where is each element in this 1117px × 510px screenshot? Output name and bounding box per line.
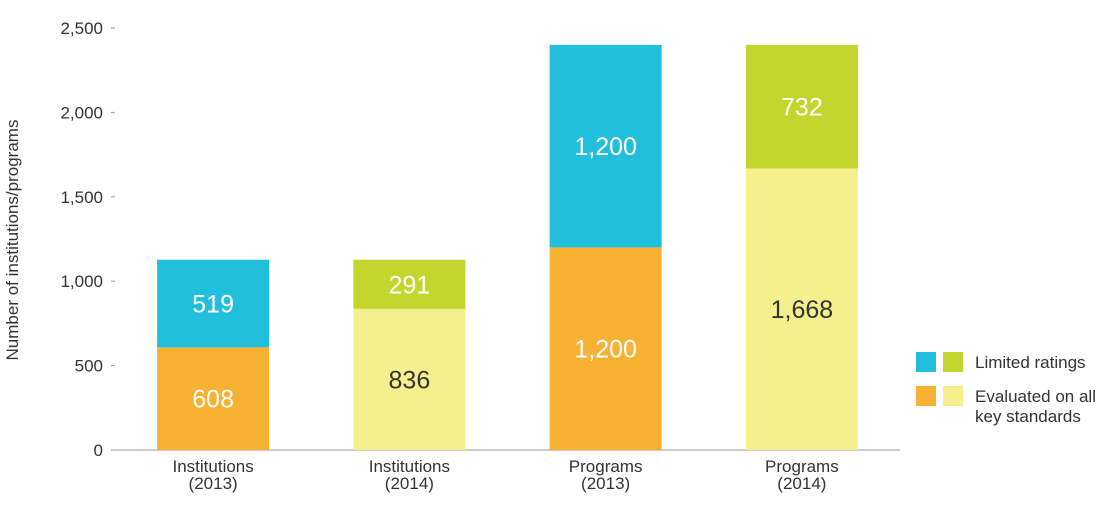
legend-swatch [916, 352, 936, 372]
bar-segment [353, 308, 466, 450]
bar-segment [745, 168, 858, 451]
value-label: 291 [389, 271, 431, 299]
x-tick-label: Institutions (2013) [172, 457, 253, 493]
bar-segment [157, 347, 270, 450]
y-axis-label: Number of institutions/programs [3, 120, 22, 361]
legend-swatch [916, 386, 936, 406]
x-tick-label: Programs (2014) [765, 457, 839, 493]
y-tick-label: 1,000 [60, 272, 103, 291]
y-tick-label: 500 [75, 357, 103, 376]
y-tick-label: 2,000 [60, 103, 103, 122]
value-label: 1,200 [574, 133, 637, 161]
x-tick-label: Programs (2013) [569, 457, 643, 493]
legend-label: Evaluated on all key standards [975, 387, 1096, 426]
y-tick-label: 1,500 [60, 188, 103, 207]
legend-swatch [943, 386, 963, 406]
bar-segment [353, 259, 466, 309]
bar-segment [157, 259, 270, 348]
y-tick-label: 2,500 [60, 19, 103, 38]
y-tick-label: 0 [94, 441, 103, 460]
bar-segment [549, 44, 662, 248]
legend-label: Limited ratings [975, 353, 1086, 372]
value-label: 1,668 [771, 296, 834, 324]
value-label: 836 [389, 366, 431, 394]
value-label: 608 [192, 386, 234, 414]
value-label: 1,200 [574, 336, 637, 364]
value-label: 732 [781, 94, 823, 122]
bar-segment [549, 247, 662, 450]
x-tick-label: Institutions (2014) [369, 457, 450, 493]
bar-segment [745, 44, 858, 169]
value-label: 519 [192, 291, 234, 319]
legend-swatch [943, 352, 963, 372]
